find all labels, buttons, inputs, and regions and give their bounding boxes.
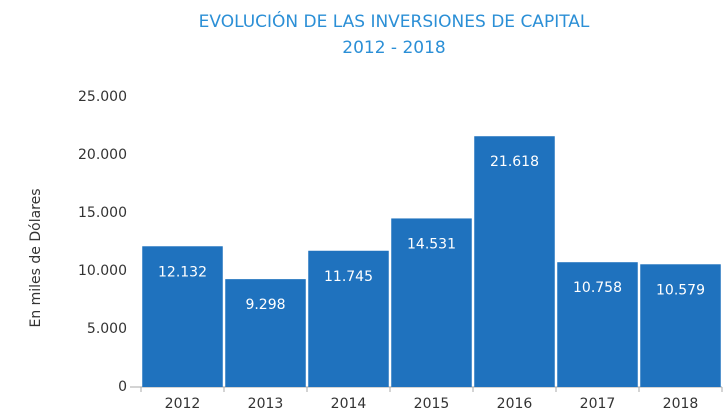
chart-title: EVOLUCIÓN DE LAS INVERSIONES DE CAPITAL xyxy=(199,10,590,32)
x-tick-label: 2018 xyxy=(663,396,699,412)
bar xyxy=(640,264,721,387)
bar xyxy=(391,218,472,387)
bar xyxy=(474,136,555,387)
value-label: 10.579 xyxy=(656,282,705,298)
value-label: 11.745 xyxy=(324,269,373,285)
y-tick-label: 0 xyxy=(118,379,127,395)
value-label: 9.298 xyxy=(245,297,285,313)
value-label: 10.758 xyxy=(573,280,622,296)
y-tick-label: 20.000 xyxy=(78,147,127,163)
y-axis-label: En miles de Dólares xyxy=(28,188,44,327)
chart-subtitle: 2012 - 2018 xyxy=(342,38,445,58)
x-tick-label: 2012 xyxy=(165,396,201,412)
x-tick-label: 2016 xyxy=(497,396,533,412)
bar xyxy=(308,250,389,387)
bar xyxy=(142,246,223,387)
x-tick-label: 2014 xyxy=(331,396,367,412)
y-tick-label: 15.000 xyxy=(78,205,127,221)
value-label: 14.531 xyxy=(407,236,456,252)
value-label: 21.618 xyxy=(490,154,539,170)
y-tick-label: 25.000 xyxy=(78,89,127,105)
y-tick-label: 5.000 xyxy=(87,321,127,337)
y-tick-label: 10.000 xyxy=(78,263,127,279)
value-label: 12.132 xyxy=(158,264,207,280)
bar xyxy=(557,262,638,387)
x-tick-label: 2013 xyxy=(248,396,284,412)
bar xyxy=(225,279,306,387)
x-tick-label: 2017 xyxy=(580,396,616,412)
x-tick-label: 2015 xyxy=(414,396,450,412)
